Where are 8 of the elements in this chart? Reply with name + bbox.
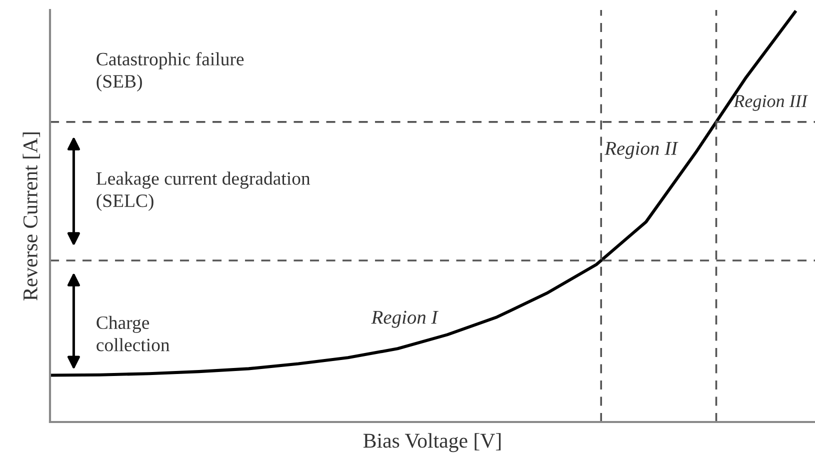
annotation: Charge collection [96,316,170,352]
annotation: Catastrophic failure (SEB) [96,52,244,92]
x-axis-title: Bias Voltage [V] [363,433,501,452]
annotation: Region II [604,142,678,159]
annotation: Region III [734,95,808,111]
y-axis-title: Reverse Current [A] [22,132,40,300]
annotation: Region I [371,310,438,328]
annotation: Leakage current degradation (SELC) [96,172,310,211]
